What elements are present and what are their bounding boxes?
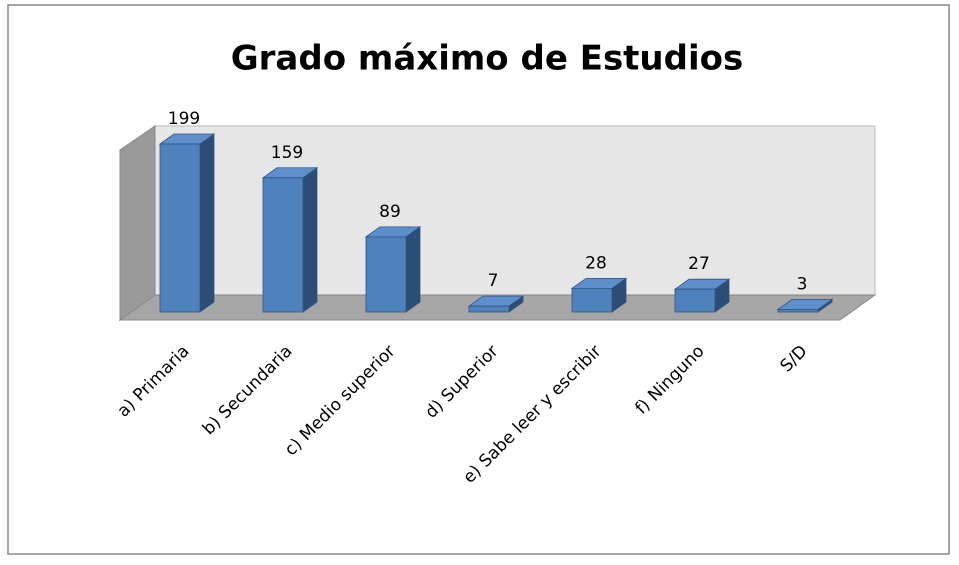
bar (261, 166, 319, 313)
bar (570, 277, 628, 313)
bar (158, 133, 216, 313)
bar-front (674, 288, 716, 313)
bar-front (262, 177, 304, 313)
bar-front (159, 143, 201, 313)
bar-front (571, 287, 613, 313)
data-label: 159 (271, 143, 303, 163)
side-wall (119, 125, 156, 321)
bar (467, 295, 525, 313)
data-label: 89 (379, 202, 401, 222)
data-label: 199 (168, 109, 200, 129)
bar-front (468, 305, 510, 313)
bar (776, 298, 834, 313)
bar-front (365, 236, 407, 313)
bar (673, 278, 731, 313)
data-label: 7 (488, 271, 499, 291)
bar-side (302, 166, 318, 313)
data-label: 27 (688, 254, 710, 274)
data-label: 3 (797, 274, 808, 294)
bar (364, 226, 422, 313)
bar-side (199, 133, 215, 313)
bar-front (777, 309, 819, 313)
bar-side (405, 226, 421, 313)
chart-title: Grado máximo de Estudios (231, 39, 743, 79)
data-label: 28 (585, 253, 607, 273)
